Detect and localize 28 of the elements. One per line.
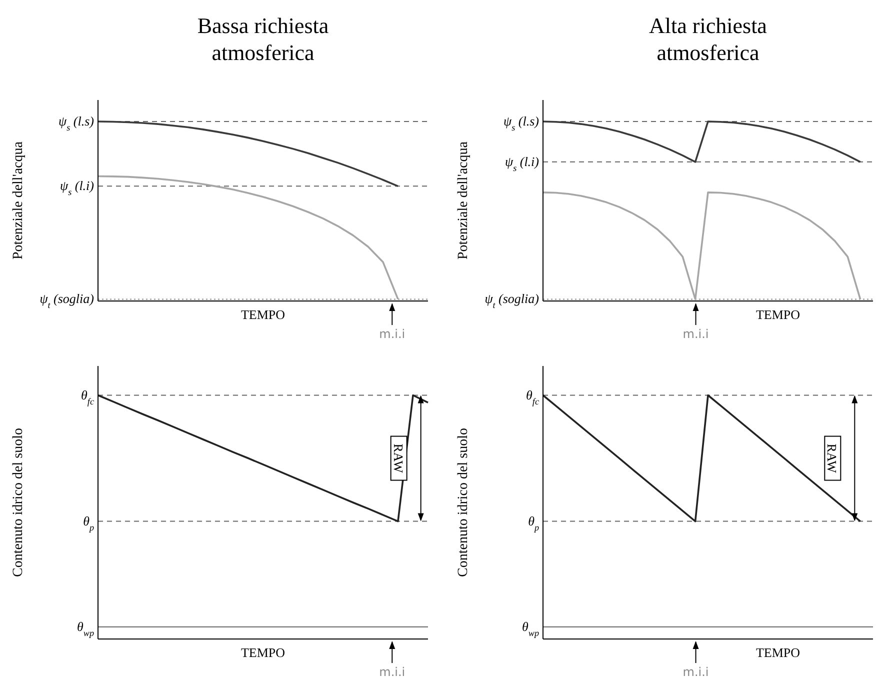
y-axis-title: Potenziale dell'acqua	[456, 140, 471, 260]
text: m.i.i	[682, 327, 709, 341]
x-axis-title: TEMPO	[240, 645, 286, 660]
y-axis-title: Contenuto idrico del suolo	[456, 428, 471, 577]
x-axis-title: TEMPO	[756, 645, 800, 660]
annotation: RAW	[391, 444, 406, 474]
ref-line-label: ψ$_{t}$ (soglia)	[484, 291, 539, 310]
ref-line-label: θ$_{wp}$	[76, 618, 94, 638]
ref-line-label: ψ$_{s}$ (l.s)	[58, 114, 94, 133]
ref-line-label: θ$_{fc}$	[526, 387, 539, 406]
text: m.i.i	[379, 327, 406, 341]
chart-title: Alta richiesta atmosferica	[648, 12, 768, 66]
y-axis-title: Potenziale dell'acqua	[11, 140, 26, 260]
x-axis-title: TEMPO	[756, 307, 800, 322]
ref-line-label: θ$_{p}$	[528, 513, 540, 532]
y-axis-title: Contenuto idrico del suolo	[11, 428, 26, 577]
annotation: RAW	[825, 444, 840, 474]
ref-line-label: θ$_{p}$	[83, 513, 94, 532]
ref-line-label: θ$_{fc}$	[81, 387, 94, 406]
ref-line-label: ψ$_{t}$ (soglia)	[40, 291, 94, 310]
ref-line-label: θ$_{wp}$	[522, 618, 540, 638]
text: m.i.i	[379, 665, 406, 679]
ref-line-label: ψ$_{s}$ (l.i)	[504, 154, 539, 173]
chart-title: Bassa richiesta atmosferica	[196, 12, 330, 66]
ref-line-label: ψ$_{s}$ (l.s)	[504, 114, 539, 133]
ref-line-label: ψ$_{s}$ (l.i)	[60, 178, 94, 198]
text: m.i.i	[682, 665, 709, 679]
x-axis-title: TEMPO	[240, 307, 286, 322]
